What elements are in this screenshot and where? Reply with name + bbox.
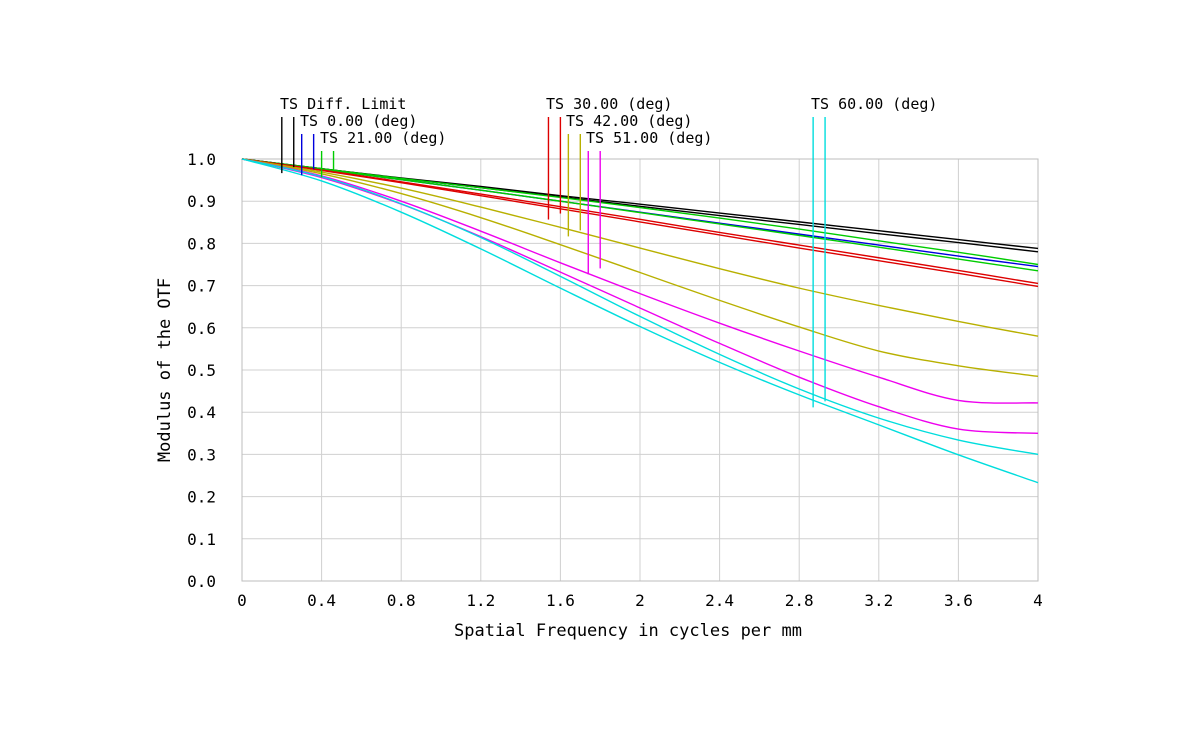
y-tick-label: 0.5	[187, 361, 216, 380]
legend-label: TS 60.00 (deg)	[811, 95, 937, 113]
legend-label: TS 30.00 (deg)	[546, 95, 672, 113]
y-tick-label: 0.4	[187, 403, 216, 422]
x-tick-label: 0.4	[307, 591, 336, 610]
series-line	[241, 158, 1039, 272]
legend-label: TS 51.00 (deg)	[586, 129, 712, 147]
y-tick-label: 0.0	[187, 572, 216, 591]
legend-label: TS Diff. Limit	[280, 95, 406, 113]
x-tick-labels: 0 0.4 0.8 1.2 1.6 2 2.4 2.8 3.2 3.6 4	[237, 591, 1043, 610]
legend-label: TS 42.00 (deg)	[566, 112, 692, 130]
x-tick-label: 1.2	[466, 591, 495, 610]
series-line	[241, 158, 1039, 337]
y-tick-label: 0.2	[187, 488, 216, 507]
y-tick-label: 1.0	[187, 150, 216, 169]
y-tick-label: 0.9	[187, 192, 216, 211]
y-tick-labels: 0.0 0.1 0.2 0.3 0.4 0.5 0.6 0.7 0.8 0.9 1.0	[187, 150, 216, 591]
x-tick-label: 2	[635, 591, 645, 610]
legend-label: TS 21.00 (deg)	[320, 129, 446, 147]
series-line	[241, 158, 1039, 456]
series-line	[241, 158, 1039, 378]
series-line	[241, 158, 1039, 266]
x-tick-label: 3.6	[944, 591, 973, 610]
series-line	[241, 158, 1039, 288]
series-line	[241, 158, 1039, 285]
y-tick-label: 0.7	[187, 277, 216, 296]
y-tick-label: 0.1	[187, 530, 216, 549]
plot-frame	[241, 158, 1039, 582]
series-layer	[241, 158, 1039, 484]
legend-marker-layer	[281, 117, 826, 408]
x-tick-label: 4	[1033, 591, 1043, 610]
y-axis-title: Modulus of the OTF	[155, 278, 175, 462]
legend-label: TS 0.00 (deg)	[300, 112, 417, 130]
x-tick-label: 2.4	[705, 591, 734, 610]
series-line	[241, 158, 1039, 404]
x-tick-label: 2.8	[785, 591, 814, 610]
x-tick-label: 0.8	[387, 591, 416, 610]
x-axis-title: Spatial Frequency in cycles per mm	[454, 621, 802, 641]
y-tick-label: 0.6	[187, 319, 216, 338]
x-tick-label: 0	[237, 591, 247, 610]
series-line	[241, 158, 1039, 484]
y-tick-label: 0.8	[187, 234, 216, 253]
x-tick-label: 3.2	[864, 591, 893, 610]
x-tick-label: 1.6	[546, 591, 575, 610]
y-tick-label: 0.3	[187, 445, 216, 464]
